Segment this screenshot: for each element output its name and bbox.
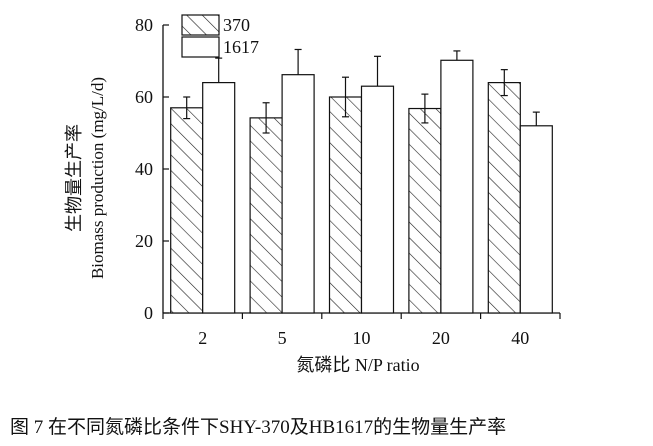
x-tick-label: 10 — [353, 328, 371, 348]
y-tick-label: 40 — [135, 159, 153, 179]
y-axis-title-cn: 生物量生产率 — [64, 124, 84, 232]
bar-1617-2 — [202, 81, 236, 314]
bar-370-40 — [487, 81, 521, 314]
bar-1617-10 — [360, 85, 395, 314]
bar-370-5 — [249, 117, 283, 314]
y-tick-label: 20 — [135, 231, 153, 251]
legend-swatch-370 — [181, 14, 220, 36]
y-tick-label: 80 — [135, 15, 153, 35]
x-tick-label: 2 — [198, 328, 207, 348]
bar-1617-40 — [519, 125, 553, 314]
legend-label-1617: 1617 — [223, 37, 259, 57]
x-tick-label: 20 — [432, 328, 450, 348]
legend-label-370: 370 — [223, 15, 250, 35]
bar-370-20 — [408, 107, 442, 314]
x-axis-title: 氮磷比 N/P ratio — [296, 355, 419, 375]
x-tick-label: 5 — [278, 328, 287, 348]
y-axis-title-en: Biomass production (mg/L/d) — [88, 77, 107, 279]
y-tick-label: 0 — [144, 303, 153, 323]
y-tick-label: 60 — [135, 87, 153, 107]
legend-swatch-1617 — [181, 36, 220, 58]
bar-370-2 — [170, 107, 204, 314]
bar-370-10 — [328, 96, 363, 314]
bar-1617-20 — [440, 59, 474, 314]
bar-1617-5 — [281, 74, 315, 314]
x-tick-label: 40 — [511, 328, 529, 348]
legend: 370 1617 — [181, 14, 259, 58]
figure-caption: 图 7 在不同氮磷比条件下SHY-370及HB1617的生物量生产率 — [10, 417, 507, 438]
